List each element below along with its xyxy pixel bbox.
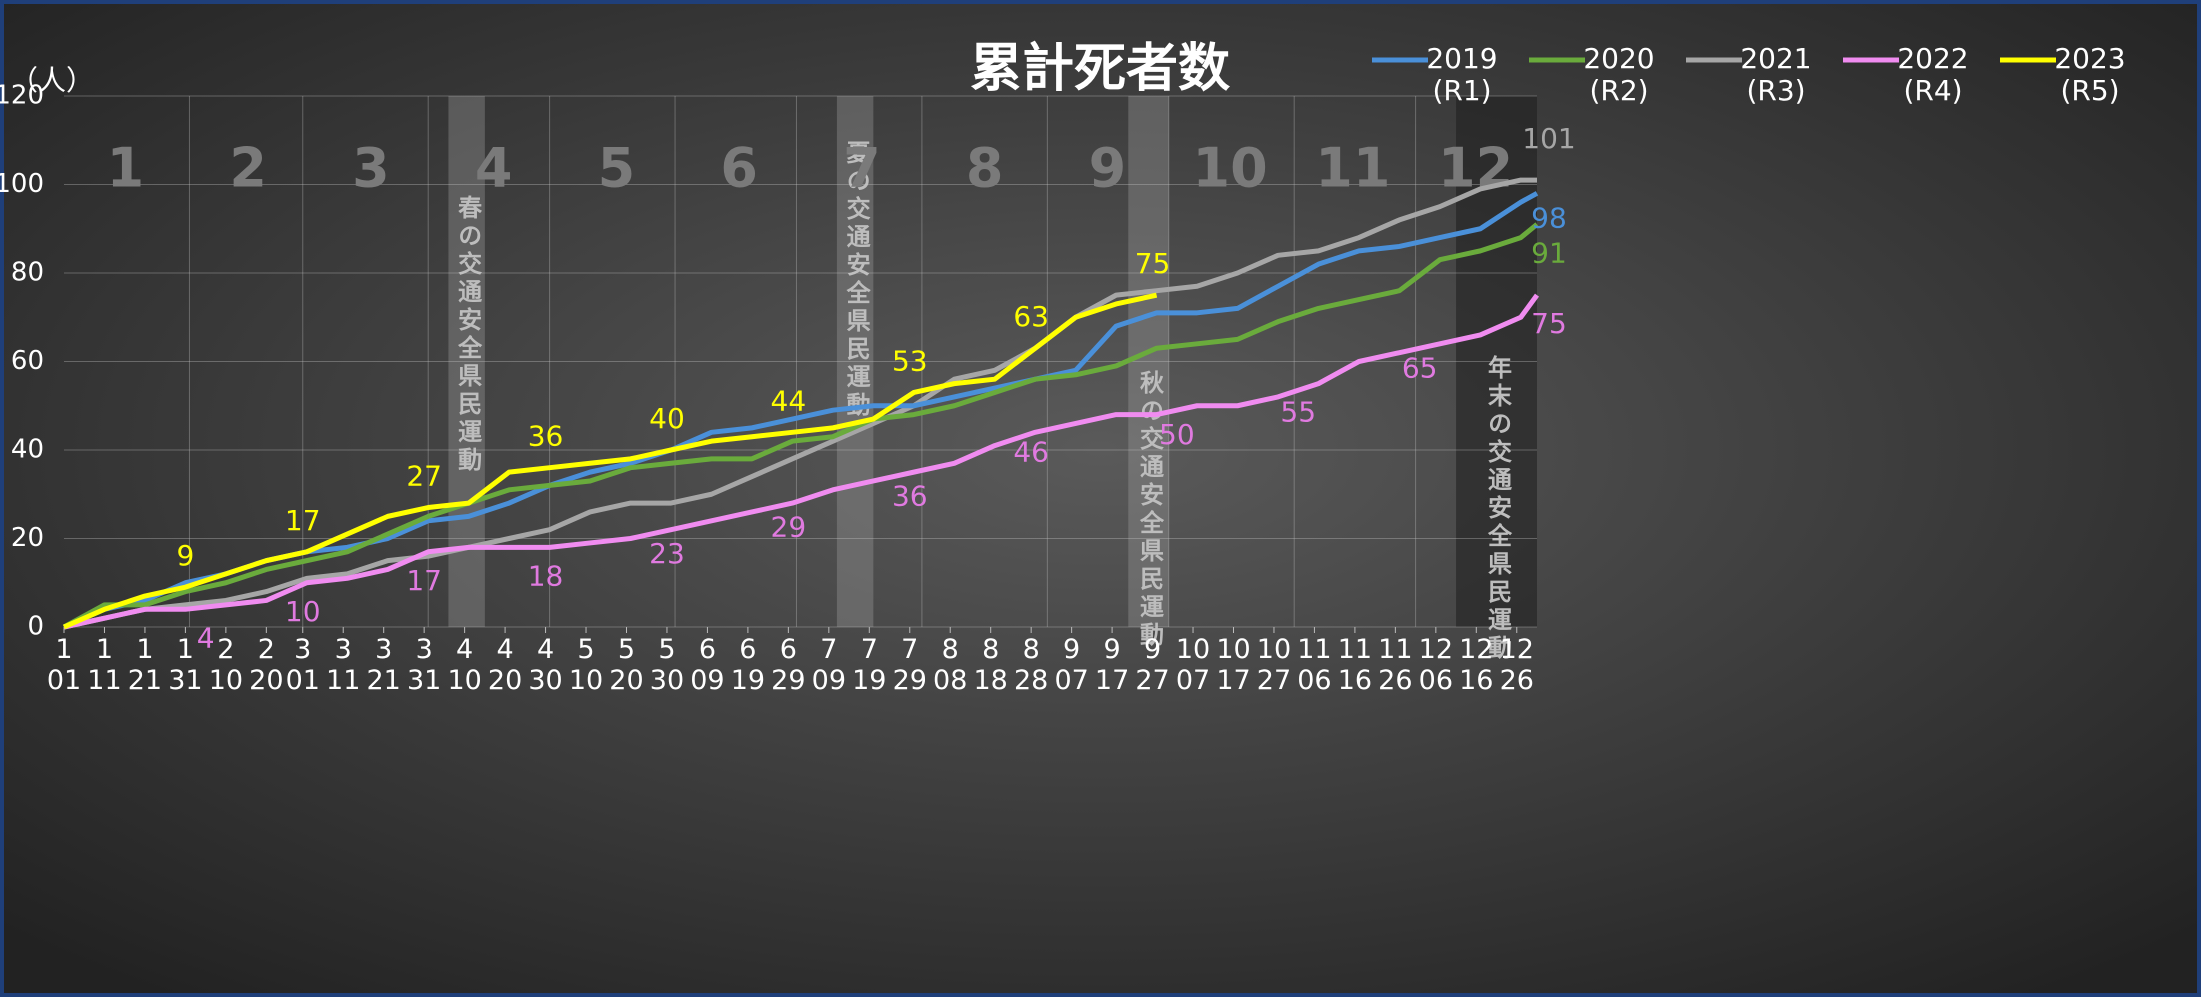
x-tick-label: 12 06 — [1419, 634, 1453, 696]
month-label: 7 — [843, 137, 881, 200]
campaign-band — [836, 96, 874, 627]
x-tick-label: 4 30 — [528, 634, 562, 696]
data-label: 98 — [1531, 201, 1567, 234]
data-label: 40 — [649, 402, 685, 435]
data-label: 44 — [771, 384, 807, 417]
campaign-label: 年末の交通安全県民運動 — [1484, 354, 1513, 663]
month-label: 3 — [352, 137, 390, 200]
x-tick-label: 6 19 — [731, 634, 765, 696]
x-tick-label: 8 18 — [974, 634, 1008, 696]
x-tick-label: 11 26 — [1378, 634, 1412, 696]
x-tick-label: 9 07 — [1054, 634, 1088, 696]
chart-title: 累計死者数 — [970, 39, 1230, 99]
legend-label: 2022 (R4) — [1897, 42, 1968, 107]
x-tick-label: 1 21 — [128, 634, 162, 696]
y-tick-label: 0 — [27, 612, 44, 642]
campaign-band — [1128, 96, 1169, 627]
x-tick-label: 1 01 — [47, 634, 81, 696]
x-tick-label: 3 31 — [407, 634, 441, 696]
month-label: 1 — [107, 137, 145, 200]
x-tick-label: 12 16 — [1459, 634, 1493, 696]
series-line — [63, 293, 1540, 630]
data-label: 65 — [1402, 351, 1438, 384]
series-line — [63, 177, 1537, 630]
x-tick-label: 10 07 — [1176, 634, 1210, 696]
data-label: 36 — [528, 420, 564, 453]
x-tick-label: 11 16 — [1338, 634, 1372, 696]
data-label: 75 — [1531, 307, 1567, 340]
data-label: 17 — [406, 564, 442, 597]
x-tick-label: 8 08 — [933, 634, 967, 696]
y-axis-label: （人） — [10, 64, 94, 97]
x-tick-label: 9 17 — [1095, 634, 1129, 696]
data-label: 4 — [197, 621, 215, 654]
y-tick-label: 120 — [0, 81, 44, 111]
month-label: 4 — [475, 137, 513, 200]
legend-label: 2023 (R5) — [2054, 42, 2125, 107]
x-tick-label: 4 10 — [447, 634, 481, 696]
x-tick-label: 5 30 — [650, 634, 684, 696]
data-label: 63 — [1013, 300, 1049, 333]
month-label: 11 — [1315, 137, 1390, 200]
x-tick-label: 7 09 — [812, 634, 846, 696]
y-tick-label: 100 — [0, 169, 44, 199]
y-tick-label: 80 — [11, 258, 44, 288]
month-label: 5 — [598, 137, 636, 200]
y-tick-label: 60 — [11, 346, 44, 376]
data-label: 36 — [892, 480, 928, 513]
month-label: 2 — [229, 137, 267, 200]
background — [4, 4, 2197, 993]
month-label: 8 — [966, 137, 1004, 200]
x-tick-label: 2 10 — [209, 634, 243, 696]
y-tick-label: 40 — [11, 435, 44, 465]
x-tick-label: 6 09 — [690, 634, 724, 696]
data-label: 23 — [649, 537, 685, 570]
x-tick-label: 9 27 — [1135, 634, 1169, 696]
x-tick-label: 8 28 — [1014, 634, 1048, 696]
campaign-label: 春の交通安全県民運動 — [454, 195, 483, 475]
campaign-label: 夏の交通安全県民運動 — [842, 140, 871, 420]
legend-label: 2021 (R3) — [1740, 42, 1811, 107]
x-tick-label: 6 29 — [771, 634, 805, 696]
x-tick-label: 7 29 — [893, 634, 927, 696]
series-line — [62, 292, 1158, 630]
data-label: 75 — [1135, 247, 1171, 280]
x-tick-label: 3 01 — [286, 634, 320, 696]
legend-label: 2020 (R2) — [1583, 42, 1654, 107]
data-label: 10 — [285, 595, 321, 628]
x-tick-label: 3 11 — [326, 634, 360, 696]
x-tick-label: 5 10 — [569, 634, 603, 696]
x-tick-label: 3 21 — [367, 634, 401, 696]
data-label: 18 — [528, 559, 564, 592]
data-label: 91 — [1531, 236, 1567, 269]
series-line — [62, 222, 1539, 630]
x-tick-label: 4 20 — [488, 634, 522, 696]
data-label: 17 — [285, 504, 321, 537]
x-tick-label: 10 17 — [1216, 634, 1250, 696]
x-tick-label: 12 26 — [1500, 634, 1534, 696]
x-tick-label: 5 20 — [609, 634, 643, 696]
data-label: 9 — [176, 539, 194, 572]
data-label: 50 — [1159, 418, 1195, 451]
x-tick-label: 1 31 — [168, 634, 202, 696]
campaign-band — [448, 96, 485, 627]
legend-label: 2019 (R1) — [1426, 42, 1497, 107]
month-label: 9 — [1089, 137, 1127, 200]
x-tick-label: 2 20 — [249, 634, 283, 696]
data-label: 27 — [406, 460, 442, 493]
month-label: 10 — [1193, 137, 1268, 200]
data-label: 101 — [1522, 122, 1575, 155]
x-tick-label: 1 11 — [87, 634, 121, 696]
data-label: 55 — [1280, 396, 1316, 429]
y-tick-label: 20 — [11, 523, 44, 553]
x-tick-label: 7 19 — [852, 634, 886, 696]
data-label: 53 — [892, 344, 928, 377]
data-label: 29 — [771, 511, 807, 544]
x-tick-label: 11 06 — [1297, 634, 1331, 696]
x-tick-label: 10 27 — [1257, 634, 1291, 696]
data-label: 46 — [1013, 435, 1049, 468]
month-label: 6 — [720, 137, 758, 200]
